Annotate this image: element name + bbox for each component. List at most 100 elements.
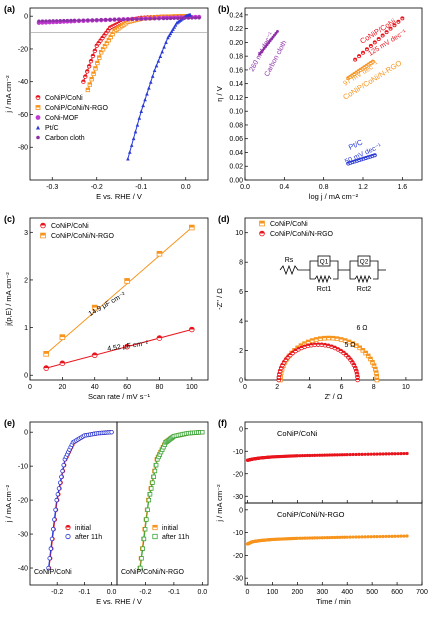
- marker-fill: [190, 16, 194, 20]
- data-point: [152, 468, 158, 474]
- panel-a-label: (a): [4, 4, 15, 14]
- panel-d-label: (d): [218, 214, 230, 224]
- x-tick-label: 0.0: [197, 589, 207, 596]
- data-point: [86, 18, 90, 22]
- x-tick-label: -0.2: [139, 589, 151, 596]
- marker-fill: [318, 336, 323, 339]
- marker-fill: [86, 88, 90, 90]
- marker-fill: [87, 82, 92, 85]
- marker-outline: [323, 453, 327, 457]
- y-tick-label: 0: [239, 507, 243, 514]
- marker-fill: [81, 18, 86, 22]
- data-point: [40, 19, 45, 23]
- y-tick-label: 0.22: [229, 26, 243, 33]
- data-point: [85, 69, 90, 74]
- marker-fill: [363, 351, 368, 354]
- marker-outline: [387, 534, 391, 538]
- marker-outline: [396, 452, 400, 456]
- arc-label: 5 Ω: [344, 342, 355, 349]
- cpe-box: [317, 255, 331, 267]
- data-point: [309, 342, 314, 348]
- marker-fill: [189, 225, 195, 228]
- data-point: [48, 546, 54, 551]
- marker-fill: [58, 18, 62, 23]
- y-axis-label: j / mA cm⁻²: [4, 484, 13, 523]
- data-point: [165, 16, 169, 21]
- marker-fill: [36, 125, 40, 130]
- marker-outline: [140, 546, 145, 551]
- marker-outline: [360, 452, 364, 456]
- marker-fill: [147, 85, 151, 90]
- marker-fill: [346, 355, 351, 358]
- marker-outline: [313, 536, 317, 540]
- marker-fill: [350, 341, 355, 344]
- data-point: [295, 454, 299, 458]
- data-point: [333, 453, 337, 457]
- marker-fill: [90, 18, 94, 22]
- data-point: [143, 97, 147, 102]
- panel-d-frame: [244, 217, 423, 381]
- data-point: [305, 339, 311, 345]
- data-point: [381, 534, 385, 539]
- marker-fill: [124, 278, 130, 281]
- data-point: [372, 535, 376, 539]
- marker-fill: [373, 40, 377, 43]
- marker-outline: [390, 452, 394, 456]
- y-axis-label: j / mA cm⁻²: [4, 75, 13, 114]
- marker-fill: [354, 368, 359, 371]
- data-point: [156, 59, 161, 63]
- x-tick-label: 60: [123, 384, 131, 391]
- marker-fill: [135, 122, 140, 127]
- data-point: [157, 17, 161, 21]
- marker-outline: [369, 535, 373, 539]
- data-point: [318, 453, 322, 457]
- y-axis-label: -Z'' / Ω: [215, 288, 224, 310]
- data-point: [305, 536, 309, 540]
- y-tick-label: -40: [18, 79, 28, 86]
- resistor-rs: [279, 264, 310, 276]
- data-point: [139, 109, 144, 113]
- y-tick-label: 0.20: [229, 40, 243, 47]
- data-point: [188, 12, 192, 17]
- marker-fill: [36, 105, 40, 108]
- marker-outline: [384, 534, 388, 539]
- marker-outline: [381, 452, 385, 456]
- panel-f-frame: [244, 421, 423, 504]
- data-point: [121, 17, 126, 22]
- data-point: [197, 16, 201, 20]
- data-point: [145, 91, 149, 96]
- marker-fill: [173, 23, 178, 27]
- data-point: [126, 156, 130, 161]
- marker-fill: [36, 135, 40, 140]
- marker-fill: [104, 18, 108, 22]
- data-point: [393, 452, 397, 456]
- data-point: [176, 16, 180, 20]
- marker-fill: [375, 378, 379, 380]
- data-point: [303, 453, 307, 458]
- data-point: [49, 536, 55, 542]
- equivalent-circuit: Q1 Rct1 Q2 Rct2: [279, 255, 386, 293]
- y-tick-label: 3: [24, 230, 28, 237]
- marker-outline: [323, 536, 327, 540]
- marker-fill: [310, 338, 315, 341]
- data-point: [405, 451, 409, 456]
- data-point: [189, 326, 195, 333]
- marker-outline: [402, 534, 406, 538]
- marker-fill: [93, 49, 97, 51]
- marker-fill: [259, 231, 265, 234]
- data-point: [392, 23, 397, 28]
- marker-fill: [59, 334, 65, 338]
- data-point: [173, 23, 178, 27]
- data-point: [315, 536, 319, 540]
- x-tick-label: 600: [391, 589, 403, 596]
- x-tick-label: 0.0: [107, 589, 117, 596]
- marker-fill: [160, 49, 165, 54]
- marker-outline: [393, 452, 397, 456]
- data-point: [357, 535, 361, 539]
- data-point: [141, 536, 147, 542]
- data-point: [308, 453, 312, 458]
- legend-marker: [35, 95, 41, 100]
- legend-marker: [35, 105, 41, 110]
- subpanel-title: CoNiP/CoNi/N-RGO: [277, 510, 345, 519]
